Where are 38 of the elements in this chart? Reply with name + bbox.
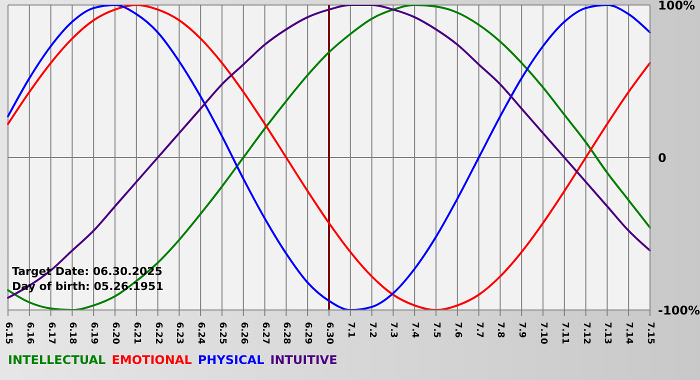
x-tick-label: 6.20 xyxy=(110,322,120,344)
x-tick-label: 6.22 xyxy=(152,322,163,344)
x-tick-label: 6.18 xyxy=(67,322,78,344)
text: PHYSICAL xyxy=(198,353,264,367)
x-tick-label: 7.13 xyxy=(602,322,612,344)
x-tick-label: 7.8 xyxy=(495,322,506,338)
x-tick-label: 6.25 xyxy=(217,322,227,344)
x-tick-label: 7.6 xyxy=(452,322,462,338)
x-tick-label: 7.4 xyxy=(410,322,420,338)
x-tick-label: 6.17 xyxy=(46,322,56,344)
x-tick-label: 7.1 xyxy=(345,322,356,338)
x-tick-label: 6.28 xyxy=(281,322,292,344)
x-tick-label: 7.10 xyxy=(538,322,548,344)
y-tick-label: 0 xyxy=(658,150,666,165)
x-tick-label: 6.23 xyxy=(174,322,184,344)
text: INTUITIVE xyxy=(270,353,338,367)
x-tick-label: 7.3 xyxy=(388,322,398,338)
x-tick-label: 6.19 xyxy=(88,322,99,344)
x-tick-label: 7.2 xyxy=(366,322,377,338)
y-tick-label: -100% xyxy=(658,303,700,318)
x-tick-label: 7.11 xyxy=(559,322,570,344)
x-tick-label: 6.30 xyxy=(324,322,334,344)
x-tick-label: 7.15 xyxy=(645,322,655,344)
text: EMOTIONAL xyxy=(112,353,192,367)
text: INTELLECTUAL xyxy=(8,353,106,367)
x-tick-label: 6.16 xyxy=(24,322,34,344)
x-tick-label: 6.29 xyxy=(302,322,313,344)
x-tick-label: 6.27 xyxy=(260,322,270,344)
y-tick-label: 100% xyxy=(658,0,696,12)
x-tick-label: 7.12 xyxy=(580,322,591,344)
x-tick-label: 6.26 xyxy=(238,322,248,344)
x-tick-label: 7.9 xyxy=(516,322,527,338)
x-tick-label: 7.5 xyxy=(431,322,441,338)
x-tick-label: 6.24 xyxy=(196,322,206,344)
x-tick-label: 6.15 xyxy=(3,322,13,344)
x-tick-label: 7.7 xyxy=(474,322,484,338)
x-tick-label: 6.21 xyxy=(131,322,142,344)
x-tick-label: 7.14 xyxy=(624,322,634,344)
